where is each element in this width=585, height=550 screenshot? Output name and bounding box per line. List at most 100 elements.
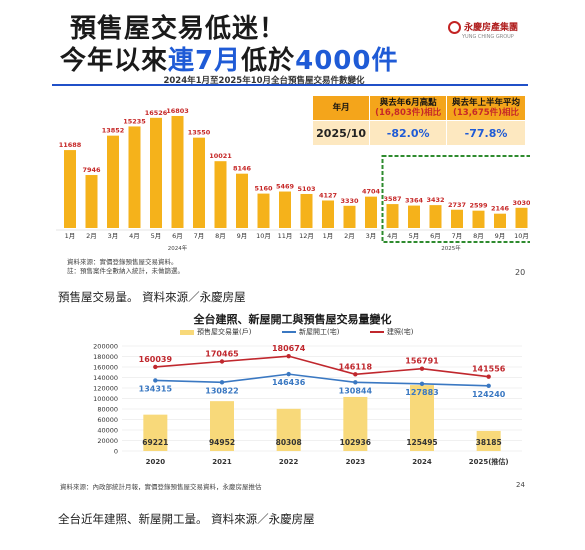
bar-value-label: 3330	[340, 197, 359, 205]
bar-value-label: 80308	[276, 438, 302, 447]
y-tick-label: 120000	[93, 385, 118, 393]
bar-value-label: 7946	[82, 166, 101, 174]
bar-value-label: 13852	[102, 127, 125, 135]
legend-line-red-icon	[370, 331, 384, 333]
bar-value-label: 11688	[59, 141, 82, 149]
bar-value-label: 5160	[254, 185, 273, 193]
bar-value-label: 16526	[145, 109, 168, 117]
permits-value-label: 141556	[472, 365, 506, 374]
permits-value-label: 180674	[272, 344, 306, 353]
x-tick-label: 2020	[146, 458, 166, 466]
bar	[494, 213, 506, 228]
bar-value-label: 4704	[362, 188, 381, 196]
starts-value-label: 124240	[472, 390, 506, 399]
y-tick-label: 20000	[97, 437, 118, 445]
y-tick-label: 200000	[93, 343, 118, 351]
starts-point	[219, 380, 225, 385]
x-tick-label: 9月	[237, 232, 248, 240]
slide1-source: 資料來源：實價登錄預售屋交易資料。 註：預售案件全數納入統計，未做篩選。	[67, 258, 184, 275]
x-tick-label: 3月	[366, 232, 377, 240]
table-header-month: 年月	[311, 95, 371, 121]
x-tick-label: 4月	[387, 232, 398, 240]
chart1-title-underline	[52, 84, 528, 86]
permits-value-label: 170465	[205, 350, 239, 359]
bar	[150, 117, 162, 228]
bar	[429, 205, 442, 228]
x-tick-label: 4月	[129, 232, 140, 240]
x-tick-label: 6月	[430, 232, 441, 240]
legend-permits: 建照(宅)	[370, 327, 413, 337]
x-tick-label: 8月	[473, 232, 484, 240]
y-tick-label: 0	[114, 448, 118, 456]
bar-value-label: 94952	[209, 438, 235, 447]
legend-bar-swatch-icon	[180, 329, 194, 335]
bar	[143, 414, 168, 451]
bar-value-label: 8146	[233, 165, 252, 173]
bar	[451, 209, 463, 228]
bar-value-label: 4127	[319, 191, 337, 199]
x-tick-label: 2月	[344, 232, 355, 240]
x-tick-label: 10月	[256, 232, 271, 240]
slide2-source: 資料來源：內政部統計月報，實價登錄預售屋交易資料，永慶房屋推估	[60, 483, 262, 491]
slide1-title-line1: 預售屋交易低迷！	[70, 14, 287, 44]
table-header-vs-peak: 與去年6月高點 (16,803件)相比	[369, 95, 448, 121]
table-value-vs-peak: -82.0%	[369, 120, 448, 146]
x-tick-label: 1月	[323, 232, 334, 240]
permits-point	[219, 359, 225, 364]
x-tick-label: 5月	[409, 232, 420, 240]
bar-value-label: 5469	[276, 183, 295, 191]
bar	[85, 175, 98, 228]
x-tick-label: 2023	[346, 458, 366, 466]
bar	[214, 161, 227, 228]
bar	[472, 210, 485, 228]
bar	[276, 408, 301, 451]
bar-value-label: 16803	[166, 107, 189, 115]
bar	[236, 173, 248, 228]
bar-value-label: 10021	[209, 152, 232, 160]
chart2-title: 全台建照、新屋開工與預售屋交易量變化	[193, 313, 392, 326]
bar-value-label: 38185	[476, 438, 502, 447]
bar-value-label: 13550	[188, 129, 211, 137]
bar-value-label: 3432	[426, 196, 444, 204]
bar	[279, 191, 291, 228]
permits-point	[486, 374, 491, 379]
starts-point	[486, 383, 491, 388]
slide2-page-number: 24	[516, 481, 525, 489]
x-tick-label: 2022	[279, 458, 299, 466]
x-tick-label: 9月	[495, 232, 506, 240]
permits-point	[153, 364, 158, 370]
permits-value-label: 146118	[339, 362, 373, 371]
permits-point	[353, 372, 358, 377]
x-tick-label: 3月	[108, 232, 119, 240]
bar	[107, 135, 119, 228]
slide1-page-number: 20	[515, 268, 526, 277]
bar	[210, 401, 234, 451]
bar	[257, 193, 270, 228]
bar-value-label: 5103	[297, 185, 315, 193]
x-tick-label: 8月	[215, 232, 226, 240]
bar	[365, 196, 377, 228]
starts-point	[419, 381, 425, 387]
y-tick-label: 160000	[93, 364, 118, 372]
y-tick-label: 140000	[93, 374, 118, 382]
x-tick-label: 12月	[299, 232, 314, 240]
x-tick-label: 2月	[86, 232, 97, 240]
starts-point	[353, 380, 358, 385]
x-tick-label: 10月	[514, 232, 529, 240]
bar	[343, 396, 368, 451]
legend-starts: 新屋開工(宅)	[282, 327, 339, 337]
bar	[300, 193, 313, 228]
starts-point	[286, 371, 291, 377]
x-tick-label: 11月	[278, 232, 293, 240]
bar	[410, 385, 434, 451]
y-tick-label: 60000	[97, 416, 118, 424]
bar-value-label: 3030	[512, 199, 530, 207]
bar	[64, 150, 76, 228]
y-tick-label: 100000	[93, 395, 118, 403]
y-tick-label: 40000	[97, 427, 118, 435]
slide1-title-line2: 今年以來連7月低於4000件	[60, 46, 399, 76]
chart-presale-monthly: 11688 1月 7946 2月 13852 3月 15235 4月 16526 5月 16803 6…	[56, 107, 530, 252]
highlight-box	[381, 155, 530, 243]
x-tick-label: 1月	[65, 232, 76, 240]
bar-value-label: 125495	[406, 438, 437, 447]
